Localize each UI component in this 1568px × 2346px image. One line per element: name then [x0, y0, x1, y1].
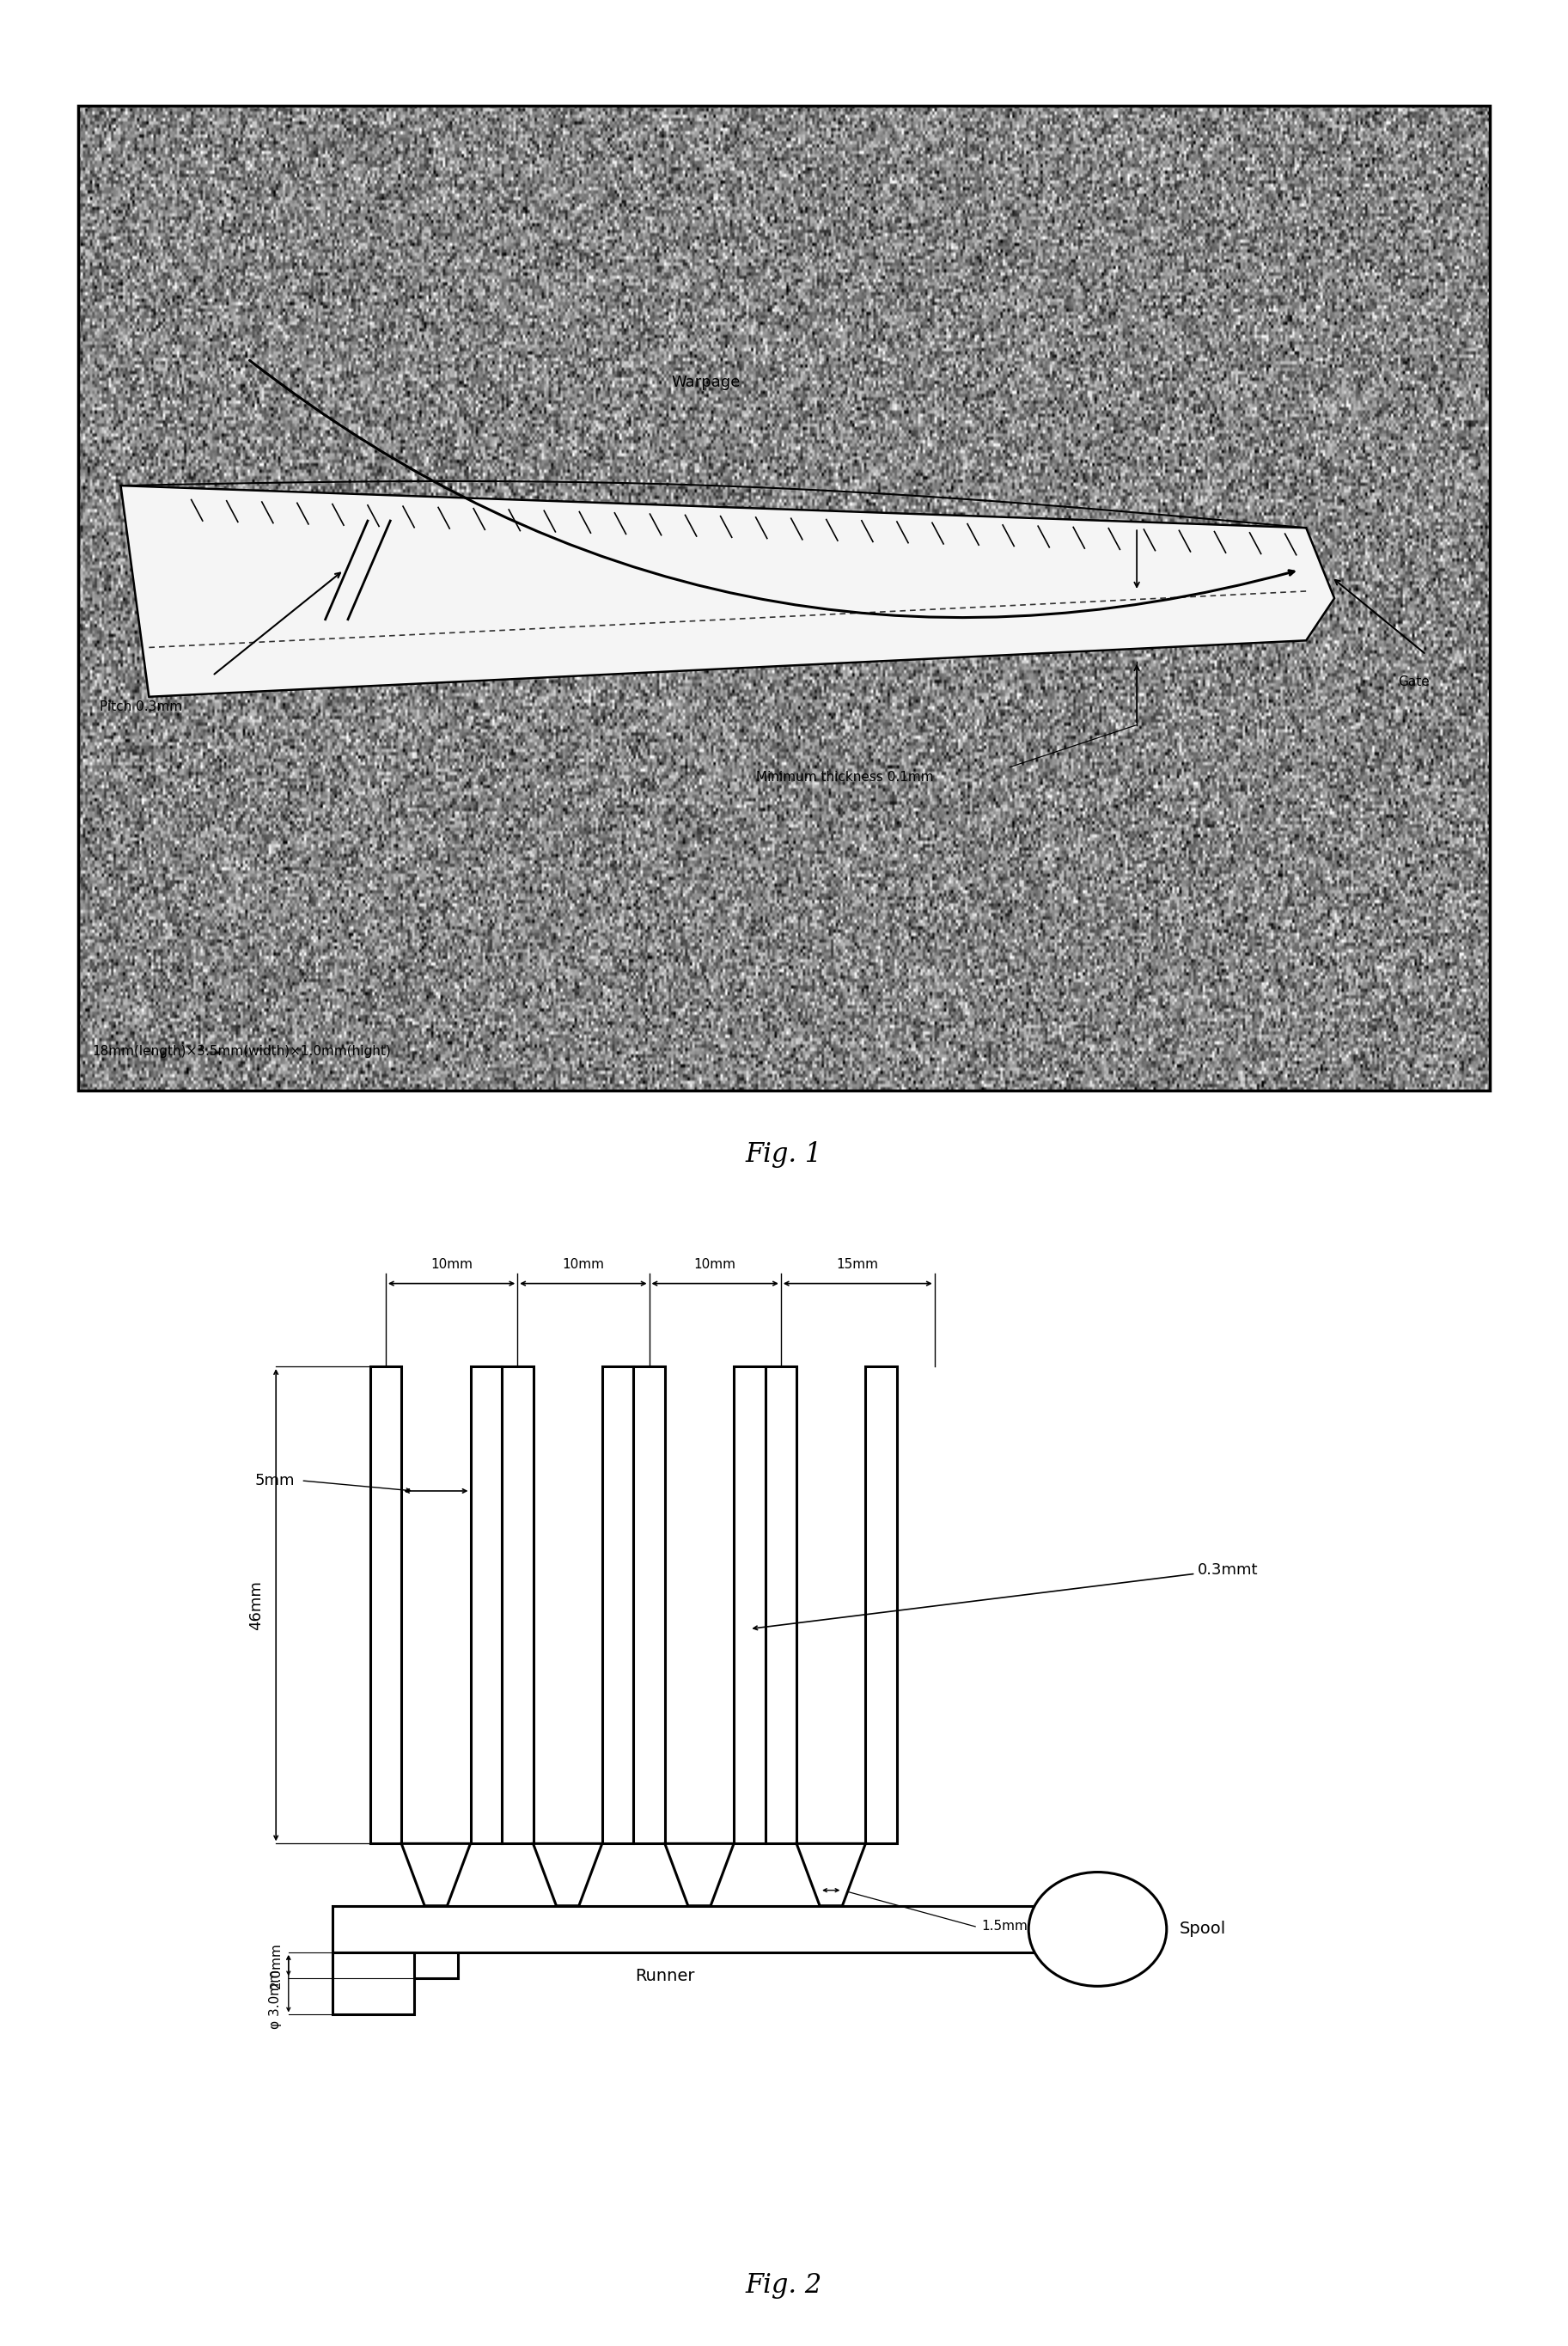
Text: 15mm: 15mm	[837, 1257, 878, 1272]
Polygon shape	[665, 1844, 734, 1905]
Bar	[370, 1365, 401, 1844]
Text: 10mm: 10mm	[695, 1257, 735, 1272]
Polygon shape	[401, 1844, 470, 1905]
Bar	[332, 1905, 1123, 1952]
Text: Spool: Spool	[1179, 1921, 1226, 1938]
Bar	[502, 1365, 533, 1844]
Bar	[470, 1365, 502, 1844]
Text: Pitch 0.3mm: Pitch 0.3mm	[100, 701, 182, 713]
Text: 1.5mm: 1.5mm	[982, 1919, 1029, 1933]
Bar	[633, 1365, 665, 1844]
Text: Warpage: Warpage	[671, 375, 740, 389]
Text: Fig. 1: Fig. 1	[746, 1140, 822, 1168]
Text: 0.3mmt: 0.3mmt	[754, 1562, 1259, 1630]
Polygon shape	[533, 1844, 602, 1905]
Bar	[332, 1952, 414, 2015]
Text: 5mm: 5mm	[256, 1473, 295, 1487]
Bar	[765, 1365, 797, 1844]
Text: 18mm(length)×3.5mm(width)×1.0mm(hight): 18mm(length)×3.5mm(width)×1.0mm(hight)	[93, 1046, 392, 1058]
Circle shape	[1029, 1872, 1167, 1987]
Text: Fig. 2: Fig. 2	[746, 2271, 822, 2299]
Bar	[332, 1952, 458, 1978]
Text: Gate: Gate	[1399, 676, 1430, 687]
Bar	[734, 1365, 765, 1844]
Bar	[602, 1365, 633, 1844]
Text: 46mm: 46mm	[248, 1581, 263, 1630]
Polygon shape	[797, 1844, 866, 1905]
Polygon shape	[121, 486, 1334, 697]
Text: 2.0mm: 2.0mm	[270, 1942, 282, 1989]
Text: Runner: Runner	[635, 1968, 695, 1985]
Bar	[78, 106, 1490, 1091]
Text: 10mm: 10mm	[563, 1257, 604, 1272]
Text: 10mm: 10mm	[431, 1257, 472, 1272]
Bar	[866, 1365, 897, 1844]
Text: Minimum thickness 0.1mm: Minimum thickness 0.1mm	[756, 772, 933, 784]
Text: φ 3.0mm: φ 3.0mm	[270, 1971, 282, 2029]
